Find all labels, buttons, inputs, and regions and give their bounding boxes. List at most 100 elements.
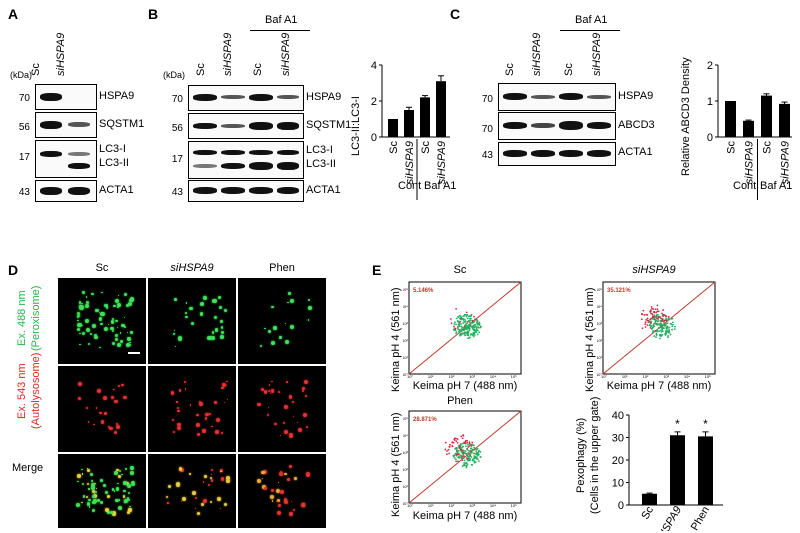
event-lower-gate (469, 444, 471, 447)
puncta (260, 387, 265, 391)
panel-label-a: A (8, 6, 19, 22)
event-lower-gate (464, 320, 467, 322)
event-lower-gate (462, 453, 465, 456)
mw-a-3: 17 (18, 152, 30, 163)
puncta (85, 300, 89, 304)
event-lower-gate (475, 453, 478, 456)
flow-xtick-label-5: 10⁵ (705, 374, 711, 378)
puncta (115, 319, 118, 323)
event-upper-gate (453, 325, 455, 328)
event-upper-gate (465, 452, 467, 455)
puncta (81, 302, 83, 304)
gate-percent: 35.121% (607, 288, 631, 294)
puncta (202, 429, 206, 433)
puncta (178, 389, 182, 392)
puncta (88, 498, 91, 502)
flow-xtick-label-5: 10⁵ (511, 503, 517, 507)
puncta (77, 320, 79, 322)
protein-b-2: SQSTM1 (306, 119, 352, 131)
puncta (170, 391, 175, 395)
puncta (218, 296, 222, 300)
puncta (113, 489, 116, 492)
flow-xtick-label-1: 10¹ (428, 374, 434, 378)
lane-label-b-4: siHSPA9 (280, 32, 292, 76)
event-upper-gate (466, 441, 469, 444)
event-lower-gate (465, 328, 468, 331)
event-lower-gate (467, 458, 470, 461)
gate-percent: 5.146% (413, 288, 434, 294)
puncta (99, 479, 103, 483)
event-upper-gate (652, 308, 655, 310)
event-upper-gate (471, 319, 474, 322)
event-lower-gate (474, 318, 476, 320)
event-upper-gate (663, 314, 665, 316)
event-lower-gate (477, 326, 480, 329)
puncta (77, 382, 82, 387)
puncta (129, 331, 133, 334)
event-lower-gate (475, 321, 478, 323)
event-lower-gate (474, 330, 477, 333)
event-upper-gate (467, 446, 470, 448)
puncta (196, 413, 199, 416)
blot-c-abcd3 (498, 112, 616, 140)
micro-col-3: Phen (269, 262, 295, 274)
puncta (173, 329, 175, 331)
event-upper-gate (462, 452, 465, 455)
event-lower-gate (666, 322, 669, 325)
blot-b-hspa9 (188, 85, 304, 111)
event-upper-gate (455, 437, 457, 440)
event-lower-gate (671, 321, 674, 324)
puncta (199, 302, 204, 307)
puncta (78, 301, 82, 305)
event-upper-gate (665, 319, 668, 322)
event-lower-gate (470, 456, 473, 459)
event-lower-gate (460, 323, 463, 326)
flow-plot-phen: 10°10° 10¹ 10¹ 10² 10² 10³ 10³ 10⁴ 10⁴ 10⁵ 10⁵ 28.8… (403, 410, 522, 507)
puncta (195, 422, 200, 427)
puncta (194, 497, 198, 500)
event-upper-gate (455, 460, 458, 463)
event-lower-gate (666, 325, 669, 328)
puncta (279, 434, 282, 437)
event-upper-gate (641, 327, 644, 330)
panel-label-c: C (450, 6, 461, 22)
event-lower-gate (664, 323, 667, 326)
puncta (86, 467, 89, 470)
puncta (88, 488, 90, 490)
puncta (203, 296, 206, 299)
puncta (117, 506, 122, 510)
flow-xtick-label-3: 10³ (469, 374, 475, 378)
puncta (99, 346, 102, 349)
puncta (220, 468, 224, 472)
event-lower-gate (471, 327, 474, 329)
event-lower-gate (478, 324, 481, 326)
flow-xtick-label-0: 10° (407, 503, 413, 507)
puncta (219, 507, 221, 510)
puncta (87, 421, 89, 423)
event-lower-gate (670, 317, 673, 320)
puncta (124, 481, 129, 486)
chart-b-bar-1 (404, 110, 414, 137)
micrograph-sc-peroxisome (58, 278, 146, 364)
puncta (91, 495, 96, 499)
puncta (279, 470, 282, 474)
puncta (278, 471, 283, 477)
event-lower-gate (463, 449, 466, 452)
puncta (98, 317, 103, 321)
puncta (301, 389, 305, 393)
puncta (89, 472, 93, 476)
event-lower-gate (475, 327, 478, 330)
puncta (81, 468, 83, 471)
puncta (285, 339, 290, 344)
puncta (225, 479, 230, 484)
micrograph-phen-peroxisome (238, 278, 326, 364)
puncta (77, 480, 79, 483)
puncta (78, 304, 82, 308)
event-upper-gate (466, 448, 469, 451)
flow-ytick-label-3: 10³ (597, 321, 603, 326)
puncta (211, 331, 215, 335)
event-lower-gate (652, 325, 655, 328)
puncta (279, 336, 282, 339)
event-lower-gate (668, 326, 671, 329)
puncta (184, 388, 187, 391)
